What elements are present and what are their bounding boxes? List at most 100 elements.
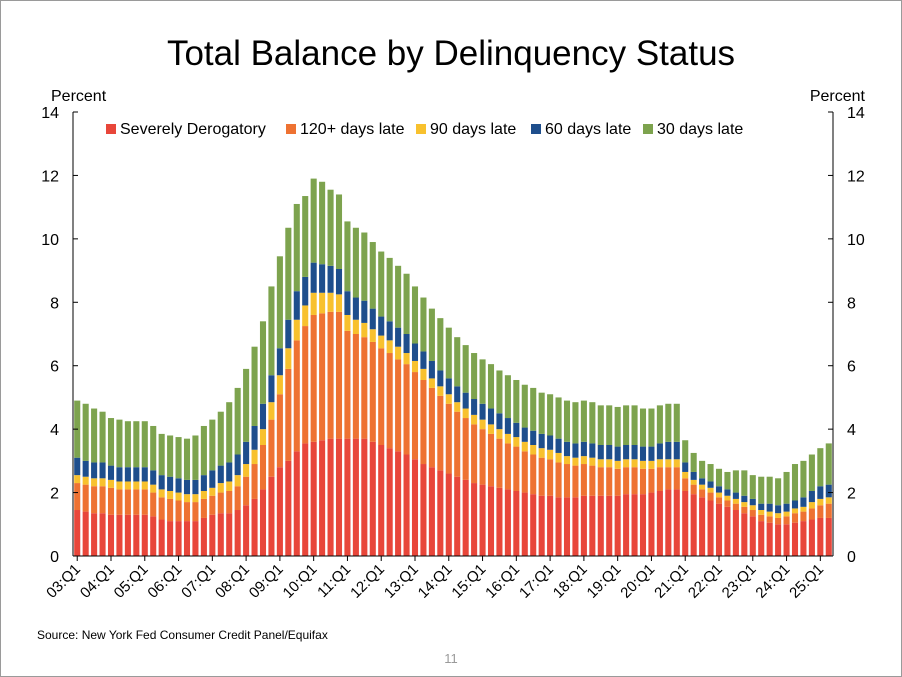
bar-segment-30-days-late-14-q4 xyxy=(471,353,478,400)
bar-segment-30-days-late-07-q3 xyxy=(226,402,233,463)
bar-segment-90-days-late-05-q2 xyxy=(150,484,157,493)
bar-segment-90-days-late-19-q4 xyxy=(639,460,647,469)
bar-segment-60-days-late-24-q1 xyxy=(783,503,790,512)
y-tick-label-left: 10 xyxy=(41,232,59,249)
bar-segment-30-days-late-13-q1 xyxy=(411,286,419,344)
bar-segment-60-days-late-12-q1 xyxy=(378,316,385,336)
bar-segment-120-days-late-19-q2 xyxy=(623,467,630,495)
bar-segment-60-days-late-07-q2 xyxy=(217,465,224,484)
bar-segment-120-days-late-05-q4 xyxy=(167,498,174,522)
bar-segment-120-days-late-05-q1 xyxy=(141,489,148,515)
bar-segment-60-days-late-20-q4 xyxy=(673,441,680,460)
bar-segment-30-days-late-18-q2 xyxy=(589,402,596,444)
bar-segment-120-days-late-23-q1 xyxy=(749,510,756,517)
bar-segment-120-days-late-12-q1 xyxy=(378,348,385,445)
bar-segment-90-days-late-09-q1 xyxy=(276,375,283,395)
bar-segment-90-days-late-14-q3 xyxy=(462,408,469,419)
bar-segment-120-days-late-24-q2 xyxy=(791,513,799,523)
bar-segment-30-days-late-16-q4 xyxy=(538,392,545,434)
bar-segment-severely-derogatory-22-q2 xyxy=(724,506,731,556)
bar-segment-severely-derogatory-04-q2 xyxy=(116,514,123,556)
bar-segment-60-days-late-25-q2 xyxy=(825,484,832,498)
bar-segment-30-days-late-18-q1 xyxy=(580,400,587,442)
bar-segment-120-days-late-16-q2 xyxy=(521,451,528,493)
bar-segment-120-days-late-25-q2 xyxy=(825,503,832,518)
bar-segment-30-days-late-06-q1 xyxy=(175,437,182,479)
bar-segment-30-days-late-10-q4 xyxy=(335,194,343,269)
bar-segment-90-days-late-21-q4 xyxy=(707,487,714,493)
bar-segment-120-days-late-04-q3 xyxy=(124,489,131,515)
bar-segment-severely-derogatory-17-q2 xyxy=(555,497,562,556)
bar-segment-90-days-late-19-q3 xyxy=(631,459,638,468)
bar-segment-90-days-late-09-q2 xyxy=(285,348,292,369)
y-tick-label-right: 10 xyxy=(847,232,865,249)
bar-segment-90-days-late-03-q1 xyxy=(74,475,81,484)
bar-segment-severely-derogatory-16-q2 xyxy=(521,492,528,556)
x-tick-label: 06:Q1 xyxy=(144,561,185,602)
bar-segment-120-days-late-15-q4 xyxy=(504,443,511,490)
x-tick-label: 19:Q1 xyxy=(584,561,625,602)
bar-segment-30-days-late-10-q3 xyxy=(327,189,334,266)
bar-segment-90-days-late-16-q1 xyxy=(513,437,520,447)
bar-segment-90-days-late-23-q2 xyxy=(758,510,765,515)
bar-segment-90-days-late-11-q3 xyxy=(361,322,368,338)
bar-segment-90-days-late-18-q1 xyxy=(580,456,587,465)
bar-segment-severely-derogatory-13-q1 xyxy=(411,459,419,556)
bar-segment-90-days-late-21-q2 xyxy=(690,479,697,485)
bar-segment-120-days-late-20-q2 xyxy=(656,467,663,491)
bar-segment-60-days-late-06-q2 xyxy=(183,479,191,495)
bar-segment-90-days-late-06-q2 xyxy=(183,494,191,503)
bar-segment-severely-derogatory-06-q2 xyxy=(183,521,191,556)
bar-segment-90-days-late-08-q4 xyxy=(268,402,275,420)
bar-segment-60-days-late-09-q4 xyxy=(302,276,309,306)
bar-segment-120-days-late-12-q3 xyxy=(395,359,402,452)
bar-segment-severely-derogatory-03-q1 xyxy=(74,510,81,556)
bar-segment-severely-derogatory-18-q3 xyxy=(597,495,604,556)
legend-swatch xyxy=(286,124,296,134)
bar-segment-90-days-late-03-q3 xyxy=(91,478,98,487)
bar-segment-90-days-late-23-q1 xyxy=(749,505,756,511)
x-tick-label: 13:Q1 xyxy=(381,561,422,602)
bar-segment-30-days-late-23-q3 xyxy=(766,476,773,504)
bar-segment-120-days-late-22-q1 xyxy=(715,497,723,504)
bar-segment-90-days-late-12-q1 xyxy=(378,335,385,349)
bar-segment-30-days-late-20-q3 xyxy=(665,403,672,442)
bar-segment-90-days-late-08-q2 xyxy=(251,449,258,465)
x-tick-label: 05:Q1 xyxy=(111,561,152,602)
bar-segment-90-days-late-15-q3 xyxy=(496,429,503,439)
bar-segment-90-days-late-16-q3 xyxy=(530,445,537,455)
bar-segment-60-days-late-11-q2 xyxy=(352,297,359,320)
bar-segment-30-days-late-11-q4 xyxy=(369,242,376,309)
bar-segment-120-days-late-03-q4 xyxy=(99,486,106,514)
legend-label: 30 days late xyxy=(657,121,743,138)
bar-segment-120-days-late-08-q3 xyxy=(259,445,267,490)
bar-segment-120-days-late-06-q4 xyxy=(200,498,207,518)
bar-segment-60-days-late-22-q2 xyxy=(724,489,731,496)
bar-segment-60-days-late-10-q3 xyxy=(327,265,334,293)
bar-segment-60-days-late-22-q3 xyxy=(732,492,739,499)
bar-segment-120-days-late-21-q1 xyxy=(682,478,689,491)
bar-segment-60-days-late-05-q4 xyxy=(167,476,174,491)
bar-segment-severely-derogatory-12-q2 xyxy=(386,448,393,556)
bar-segment-90-days-late-03-q4 xyxy=(99,478,106,487)
bar-segment-90-days-late-19-q2 xyxy=(623,459,630,468)
x-tick-label: 18:Q1 xyxy=(550,561,591,602)
bar-segment-90-days-late-21-q3 xyxy=(699,484,706,490)
x-tick-label: 24:Q1 xyxy=(752,561,793,602)
bar-segment-90-days-late-18-q4 xyxy=(606,459,613,468)
bar-segment-30-days-late-04-q4 xyxy=(133,421,140,468)
bar-segment-90-days-late-16-q2 xyxy=(521,441,528,452)
bar-segment-60-days-late-11-q3 xyxy=(361,300,368,323)
bar-segment-120-days-late-09-q4 xyxy=(302,326,309,444)
bar-segment-120-days-late-09-q1 xyxy=(276,394,283,468)
x-tick-label: 03:Q1 xyxy=(43,561,84,602)
bar-segment-30-days-late-24-q1 xyxy=(783,471,790,504)
bar-segment-120-days-late-16-q1 xyxy=(513,446,520,491)
bar-segment-30-days-late-11-q3 xyxy=(361,232,368,301)
bar-segment-120-days-late-06-q2 xyxy=(183,502,191,522)
x-tick-label: 16:Q1 xyxy=(482,561,523,602)
bar-segment-90-days-late-22-q3 xyxy=(732,498,739,504)
x-tick-label: 14:Q1 xyxy=(415,561,456,602)
bar-segment-120-days-late-11-q3 xyxy=(361,337,368,439)
bar-segment-90-days-late-04-q3 xyxy=(124,481,131,490)
